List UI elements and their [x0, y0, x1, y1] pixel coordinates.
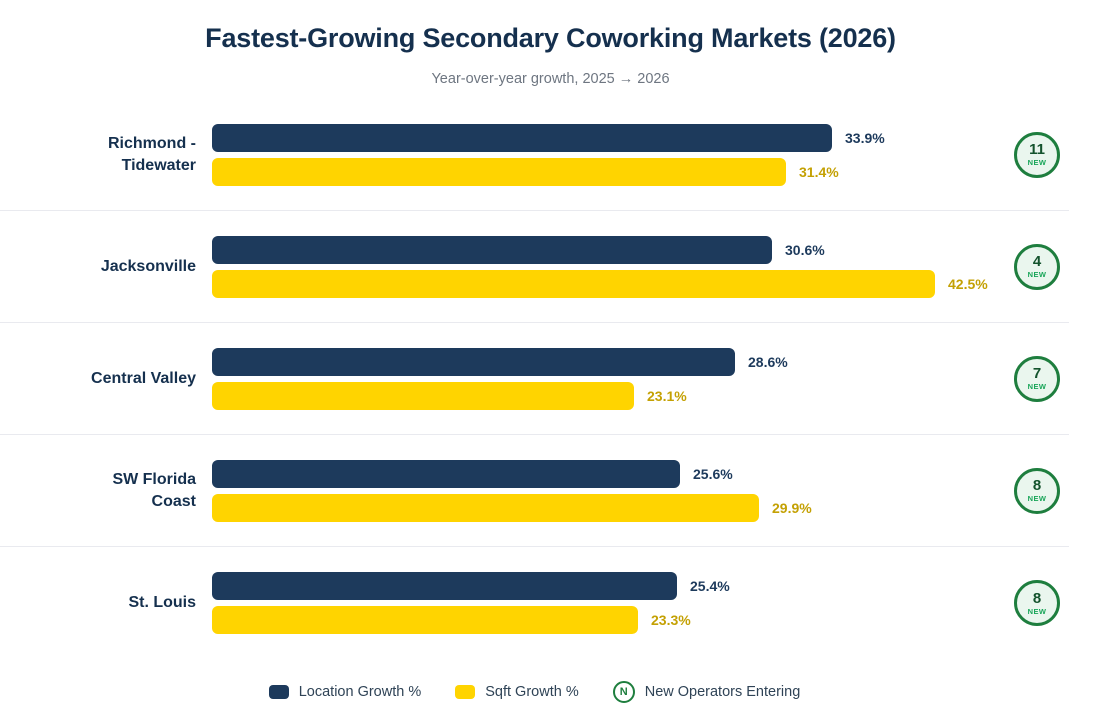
new-operators-circle-icon: N [612, 681, 635, 703]
new-operators-badge: 4 NEW [1014, 243, 1060, 290]
location-growth-value: 25.4% [690, 578, 730, 594]
location-growth-bar [212, 572, 677, 600]
location-growth-value: 33.9% [845, 129, 885, 146]
bar-group: 30.6% 42.5% [212, 235, 988, 298]
sqft-growth-bar [212, 606, 638, 634]
market-label: St. Louis [128, 594, 196, 611]
location-growth-bar [212, 459, 680, 488]
badge-count: 8 [1032, 477, 1042, 494]
location-growth-bar-line: 30.6% [212, 235, 935, 264]
market-row: St. Louis 25.4% 23.3% 8 NEW [0, 547, 1069, 659]
legend-item-label: New Operators Entering [644, 684, 801, 700]
sqft-growth-value: 23.3% [651, 612, 691, 628]
badge-new-label: NEW [1027, 158, 1047, 167]
sqft-growth-bar [212, 269, 935, 298]
new-operators-badge: 11 NEW [1014, 131, 1060, 178]
location-growth-bar-line: 25.6% [212, 459, 935, 488]
bar-group: 25.4% 23.3% [212, 572, 935, 634]
location-growth-bar-line: 25.4% [212, 572, 935, 600]
sqft-growth-bar-line: 23.1% [212, 381, 935, 410]
new-operators-badge: 8 NEW [1014, 580, 1060, 626]
market-label: Richmond - Tidewater [108, 134, 196, 174]
location-growth-bar [212, 123, 832, 152]
badge-count: 8 [1032, 589, 1042, 607]
badge-new-label: NEW [1027, 494, 1047, 503]
market-label: SW Florida Coast [112, 470, 196, 510]
badge-new-label: NEW [1027, 382, 1047, 391]
market-row: Central Valley 28.6% 23.1% 7 NEW [0, 323, 1069, 435]
sqft-growth-bar-line: 42.5% [212, 269, 988, 298]
sqft-growth-bar-line: 31.4% [212, 157, 935, 186]
sqft-growth-value: 29.9% [772, 499, 812, 516]
bar-group: 33.9% 31.4% [212, 123, 935, 186]
location-growth-bar [212, 235, 772, 264]
chart-title: Fastest-Growing Secondary Coworking Mark… [205, 23, 896, 53]
sqft-growth-value: 42.5% [948, 275, 988, 292]
new-operators-badge: 8 NEW [1014, 467, 1060, 514]
location-growth-value: 25.6% [693, 465, 733, 482]
legend-item-label: Sqft Growth % [485, 684, 579, 700]
location-growth-bar-line: 33.9% [212, 123, 935, 152]
legend-item-new-operators: N New Operators Entering [612, 681, 801, 703]
market-label: Jacksonville [100, 257, 196, 275]
location-growth-bar [212, 347, 735, 376]
sqft-growth-swatch-icon [455, 685, 476, 699]
location-growth-value: 28.6% [748, 353, 788, 370]
sqft-growth-bar-line: 29.9% [212, 493, 935, 522]
badge-count: 4 [1032, 253, 1042, 270]
legend-item-label: Location Growth % [298, 684, 422, 700]
sqft-growth-bar [212, 157, 786, 186]
bar-group: 28.6% 23.1% [212, 347, 935, 410]
market-row: SW Florida Coast 25.6% 29.9% 8 NEW [0, 435, 1069, 547]
sqft-growth-value: 31.4% [799, 163, 839, 180]
badge-new-label: NEW [1027, 606, 1047, 616]
chart-subtitle: Year-over-year growth, 2025 → 2026 [431, 71, 670, 87]
coworking-markets-chart: Fastest-Growing Secondary Coworking Mark… [0, 23, 1069, 703]
sqft-growth-value: 23.1% [647, 387, 687, 404]
sqft-growth-bar [212, 493, 759, 522]
market-row: Richmond - Tidewater 33.9% 31.4% 11 NEW [0, 99, 1069, 211]
chart-rows: Richmond - Tidewater 33.9% 31.4% 11 NEW … [0, 99, 1069, 659]
badge-count: 7 [1032, 365, 1042, 382]
badge-count: 11 [1029, 141, 1045, 158]
location-growth-swatch-icon [268, 685, 289, 699]
market-label: Central Valley [91, 369, 196, 387]
market-row: Jacksonville 30.6% 42.5% 4 NEW [0, 211, 1069, 323]
new-operators-badge: 7 NEW [1014, 355, 1060, 402]
sqft-growth-bar [212, 381, 634, 410]
bar-group: 25.6% 29.9% [212, 459, 935, 522]
location-growth-value: 30.6% [785, 241, 825, 258]
badge-new-label: NEW [1027, 270, 1047, 279]
legend-item-sqft-growth: Sqft Growth % [455, 684, 579, 700]
sqft-growth-bar-line: 23.3% [212, 606, 935, 634]
legend-item-location-growth: Location Growth % [268, 684, 422, 700]
chart-legend: Location Growth % Sqft Growth % N New Op… [0, 681, 1069, 703]
location-growth-bar-line: 28.6% [212, 347, 935, 376]
